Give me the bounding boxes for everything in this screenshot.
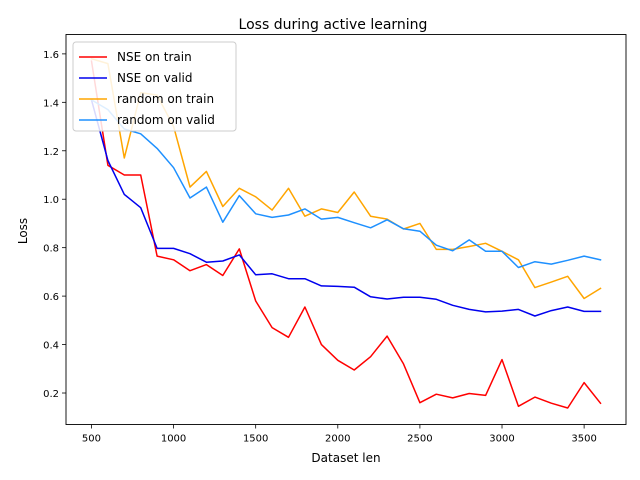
series-line-0 [90,60,602,409]
legend-label-1: NSE on valid [117,71,193,85]
x-axis-label: Dataset len [311,451,380,465]
legend-label-0: NSE on train [117,50,192,64]
series-line-2 [90,57,602,300]
y-tick-label: 1.2 [43,147,59,158]
y-tick-label: 0.8 [43,244,59,255]
y-tick-label: 1.0 [43,195,59,206]
y-tick-label: 0.2 [43,389,59,400]
legend: NSE on train NSE on valid random on train r… [72,41,237,132]
legend-label-3: random on valid [117,113,215,127]
x-axis-ticks: 500 1000 1500 2000 2500 3000 3500 [82,424,597,445]
legend-items: NSE on train NSE on valid random on train r… [79,50,215,127]
legend-box [72,41,237,132]
legend-label-2: random on train [117,92,214,106]
series-line-1 [90,98,602,317]
y-axis-label: Loss [16,218,30,244]
x-tick-label: 3500 [571,434,596,445]
y-tick-label: 1.4 [43,98,59,109]
chart-title: Loss during active learning [239,17,428,33]
y-tick-label: 0.6 [43,292,59,303]
y-tick-label: 0.4 [43,341,59,352]
plot-area-frame [65,34,627,425]
x-tick-label: 1500 [243,434,268,445]
y-tick-label: 1.6 [43,50,59,61]
series-line-3 [90,98,602,269]
x-tick-label: 2000 [325,434,350,445]
x-tick-label: 2500 [407,434,432,445]
y-axis-ticks: 0.2 0.4 0.6 0.8 1.0 1.2 1.4 1.6 [43,50,66,400]
x-tick-label: 1000 [161,434,186,445]
x-tick-label: 500 [82,434,101,445]
series-layer [90,57,602,409]
x-tick-label: 3000 [489,434,514,445]
